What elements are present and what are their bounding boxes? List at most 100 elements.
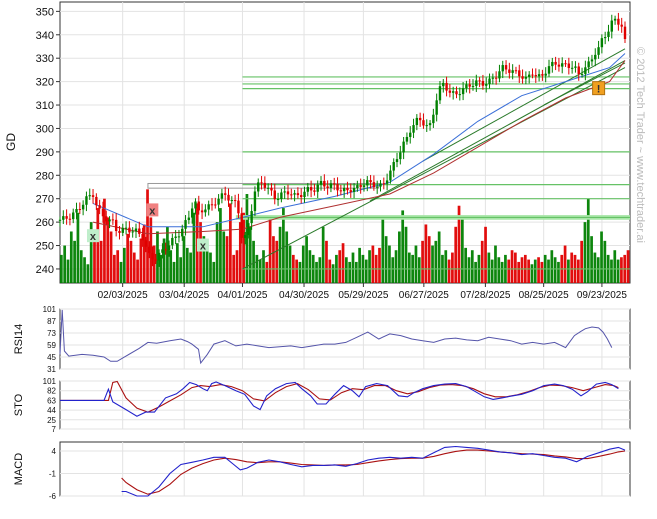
price-panel: 240 250 260 270 280 290 300 310 320 330 340 350 02/… bbox=[4, 1, 646, 301]
candle-body bbox=[584, 67, 587, 74]
candle-body bbox=[101, 208, 105, 217]
price-xtick-label: 04/30/2025 bbox=[279, 290, 329, 301]
signal-marker bbox=[196, 238, 209, 252]
rsi-ytick-label: 45 bbox=[47, 353, 56, 362]
candle-body bbox=[121, 227, 124, 233]
rsi-y-ticks: 31 45 59 73 87 101 bbox=[43, 305, 57, 374]
candle-body bbox=[514, 70, 518, 72]
signal-marker bbox=[146, 203, 159, 217]
candle-body bbox=[190, 208, 194, 218]
volume-bar bbox=[590, 236, 593, 283]
price-ytick-label: 260 bbox=[36, 217, 54, 229]
candle-body bbox=[445, 82, 448, 91]
candle-body bbox=[309, 187, 313, 191]
volume-bar bbox=[576, 259, 580, 283]
volume-bar bbox=[116, 250, 120, 283]
volume-bar bbox=[620, 257, 623, 283]
candle-body bbox=[75, 209, 78, 213]
volume-bar bbox=[470, 250, 474, 283]
candle-body bbox=[177, 236, 181, 238]
candle-body bbox=[359, 185, 362, 187]
volume-bar bbox=[451, 252, 454, 283]
candle-body bbox=[303, 191, 306, 198]
volume-bar bbox=[132, 252, 136, 283]
candle-body bbox=[118, 231, 121, 233]
price-xtick-label: 09/23/2025 bbox=[577, 290, 627, 301]
volume-bar bbox=[600, 231, 603, 283]
candle-body bbox=[352, 187, 356, 192]
macd-ytick-label: 4 bbox=[52, 447, 57, 456]
candle-body bbox=[349, 190, 352, 192]
volume-bar bbox=[394, 250, 398, 283]
volume-bar bbox=[341, 243, 345, 283]
candle-body bbox=[240, 213, 243, 238]
volume-bar bbox=[421, 240, 424, 283]
candle-body bbox=[171, 237, 174, 246]
volume-bar bbox=[328, 259, 332, 283]
volume-bar bbox=[494, 245, 497, 283]
candle-body bbox=[395, 159, 399, 163]
trend-line bbox=[369, 60, 626, 202]
signal-marker-label: x bbox=[200, 241, 207, 253]
volume-bar bbox=[567, 259, 570, 283]
price-ytick-label: 340 bbox=[36, 30, 54, 42]
candle-body bbox=[501, 65, 504, 72]
volume-bar bbox=[345, 257, 348, 283]
volume-bar bbox=[331, 264, 335, 283]
volume-bar bbox=[517, 261, 521, 283]
candle-body bbox=[508, 69, 511, 73]
volume-bar bbox=[215, 222, 219, 283]
candle-body bbox=[280, 192, 283, 200]
candle-body bbox=[580, 73, 584, 75]
macd-lines bbox=[121, 445, 626, 497]
candle-body bbox=[448, 90, 452, 93]
candle-body bbox=[574, 66, 577, 68]
candle-body bbox=[385, 180, 389, 184]
candle-body bbox=[98, 205, 101, 209]
price-xtick-label: 05/29/2025 bbox=[338, 290, 388, 301]
candle-body bbox=[481, 80, 485, 86]
volume-bar bbox=[79, 250, 83, 283]
volume-bar bbox=[563, 245, 567, 283]
resistance-box bbox=[147, 182, 380, 189]
volume-bar bbox=[414, 245, 418, 283]
volume-bar bbox=[437, 231, 441, 283]
candle-body bbox=[128, 227, 131, 233]
candle-body bbox=[468, 84, 471, 87]
volume-bar bbox=[192, 212, 196, 283]
candle-body bbox=[174, 236, 177, 238]
volume-bar bbox=[136, 259, 139, 283]
volume-bar bbox=[285, 231, 289, 283]
candle-body bbox=[316, 184, 319, 192]
volume-bar bbox=[209, 252, 212, 283]
volume-bar bbox=[162, 238, 166, 283]
candle-body bbox=[544, 73, 547, 76]
candle-body bbox=[451, 91, 455, 93]
candle-body bbox=[286, 191, 290, 195]
sto-fast-line bbox=[60, 381, 619, 417]
volume-bar bbox=[500, 261, 504, 283]
candle-body bbox=[465, 84, 468, 89]
volume-bar bbox=[514, 252, 517, 283]
volume-bar bbox=[288, 245, 292, 283]
candle-body bbox=[220, 193, 224, 199]
price-xtick-label: 04/01/2025 bbox=[217, 290, 267, 301]
macd-line bbox=[121, 445, 626, 497]
sto-gridlines bbox=[60, 380, 630, 430]
candle-body bbox=[313, 190, 316, 192]
candle-body bbox=[273, 190, 276, 200]
volume-bar bbox=[610, 259, 613, 283]
candle-body bbox=[455, 91, 458, 95]
candle-body bbox=[233, 200, 237, 202]
candle-body bbox=[475, 80, 478, 86]
sto-ytick-label: 25 bbox=[47, 416, 56, 425]
macd-panel: -6 -1 4 MACD bbox=[13, 441, 631, 501]
macd-signal-line bbox=[121, 449, 626, 495]
sto-ylabel: STO bbox=[13, 393, 25, 416]
candle-body bbox=[131, 231, 134, 233]
signal-marker bbox=[592, 81, 606, 96]
volume-bar bbox=[268, 217, 272, 283]
